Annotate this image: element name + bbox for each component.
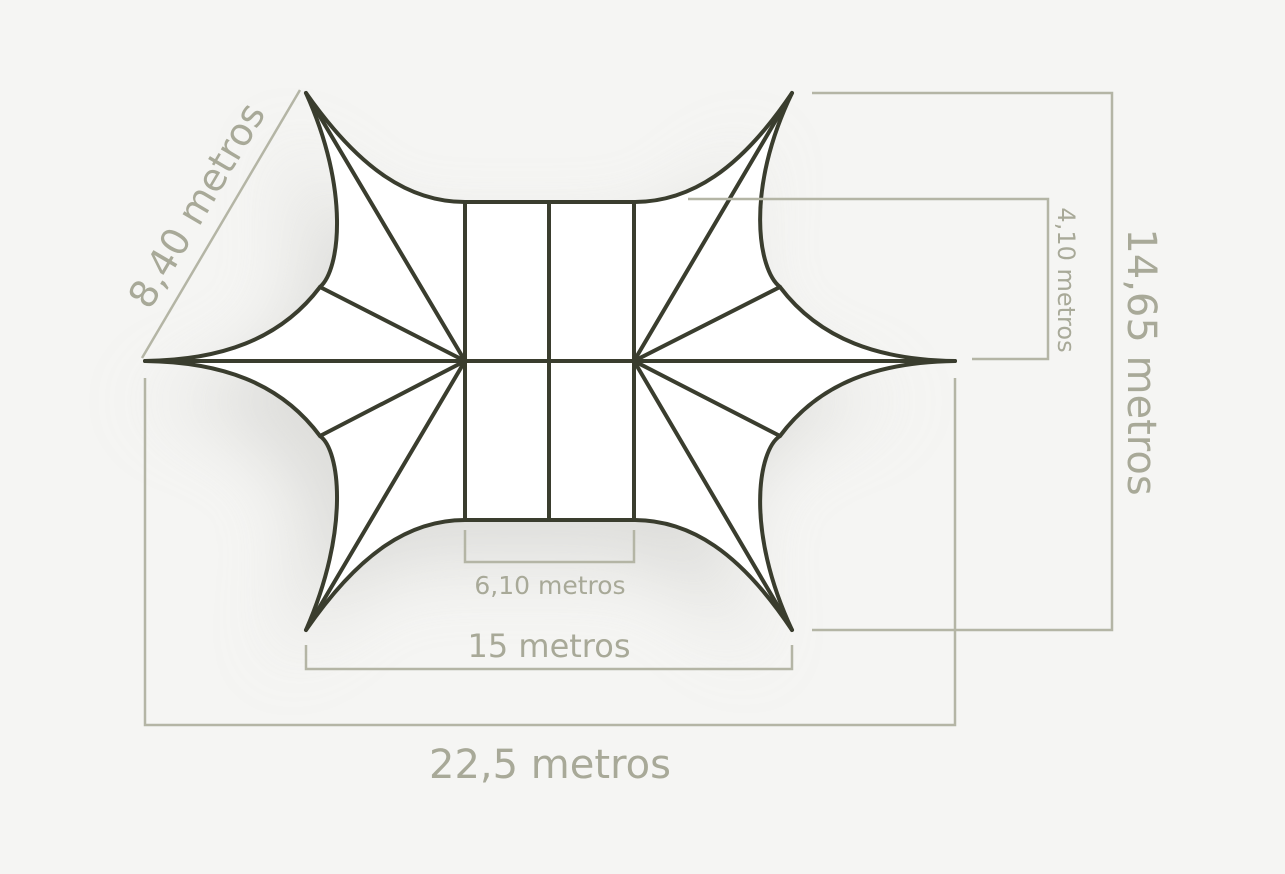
mid-width-dimension-label: 15 metros	[468, 627, 631, 665]
inner-height-dimension-label: 4,10 metros	[1052, 207, 1080, 352]
diagonal-dimension-line	[140, 89, 302, 359]
total-width-dimension-line	[143, 378, 957, 727]
cable-right-lower	[632, 359, 782, 438]
dimension-lines	[140, 89, 1114, 727]
total-height-dimension-line	[812, 91, 1114, 632]
total-height-dimension-label: 14,65 metros	[1118, 228, 1164, 495]
cable-left-bottom	[304, 359, 467, 632]
tent-structure	[143, 91, 957, 632]
mid-width-dimension-line	[304, 645, 794, 671]
center-width-dimension-line	[463, 530, 636, 564]
cable-left-upper	[318, 285, 467, 363]
cable-right-bottom	[632, 359, 794, 632]
cable-left-top	[304, 91, 467, 363]
cable-left-lower	[318, 359, 467, 438]
cable-right-top	[632, 91, 794, 363]
total-width-dimension-label: 22,5 metros	[429, 742, 671, 788]
center-width-dimension-label: 6,10 metros	[474, 571, 625, 600]
inner-height-dimension-line	[688, 197, 1050, 361]
cable-right-upper	[632, 285, 782, 363]
